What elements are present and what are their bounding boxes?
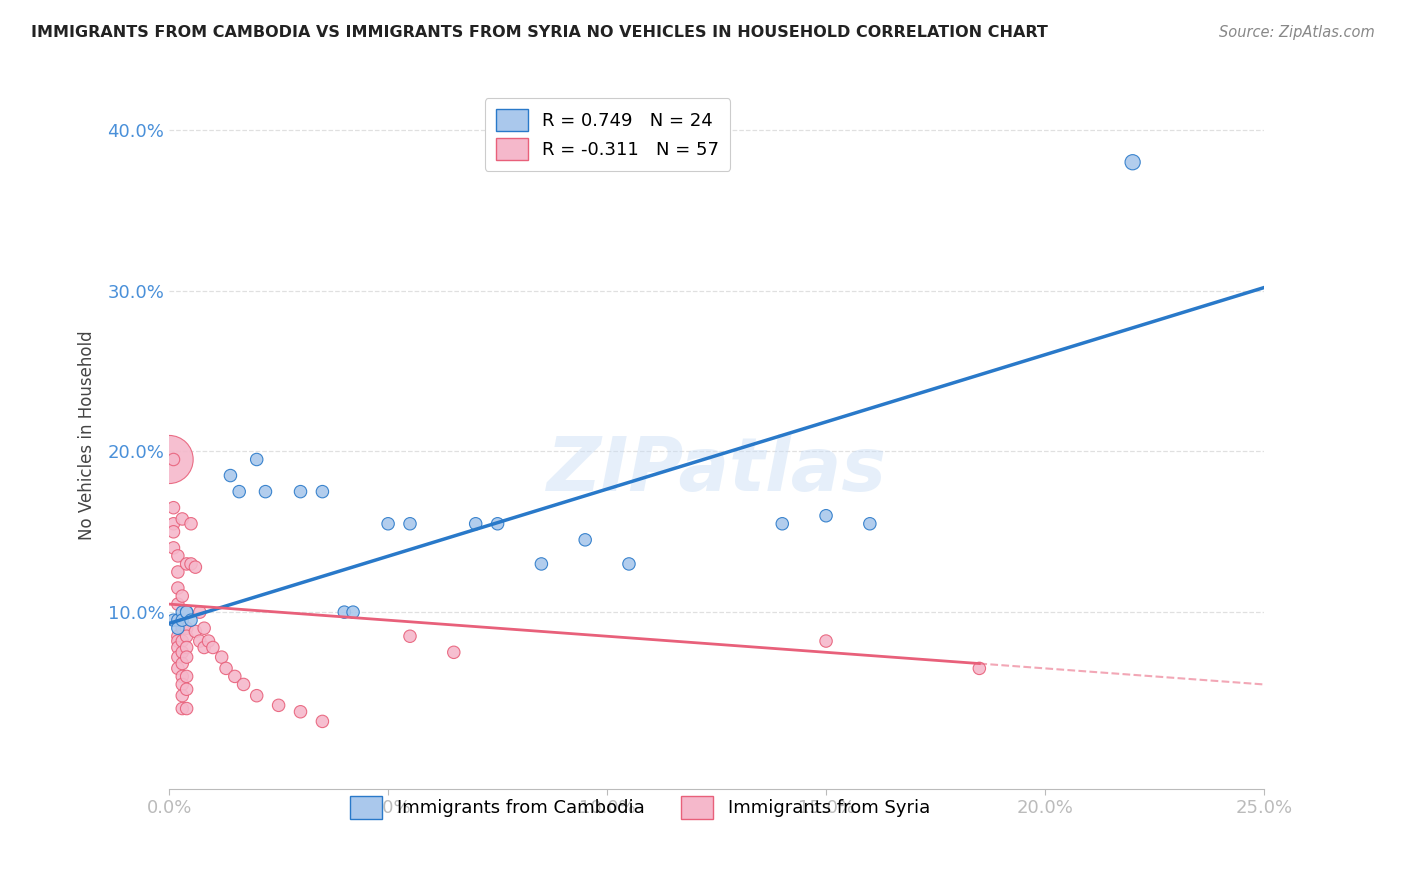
Point [184,560,207,574]
Point [188,605,211,619]
Point [1122,155,1144,169]
Point [290,484,312,499]
Point [228,484,250,499]
Point [167,634,190,648]
Point [443,645,465,659]
Point [172,605,194,619]
Point [176,605,198,619]
Point [172,621,194,635]
Point [172,589,194,603]
Point [333,605,356,619]
Point [167,613,190,627]
Point [167,621,190,635]
Point [167,565,190,579]
Point [399,629,422,643]
Point [162,541,184,555]
Point [172,613,194,627]
Point [219,468,242,483]
Point [224,669,246,683]
Point [574,533,596,547]
Point [167,640,190,655]
Point [267,698,290,713]
Point [172,657,194,671]
Point [180,613,202,627]
Point [770,516,793,531]
Y-axis label: No Vehicles in Household: No Vehicles in Household [79,331,96,541]
Point [176,682,198,697]
Point [215,661,238,675]
Point [246,452,269,467]
Text: Source: ZipAtlas.com: Source: ZipAtlas.com [1219,25,1375,40]
Point [172,689,194,703]
Point [176,621,198,635]
Point [167,661,190,675]
Point [530,557,553,571]
Point [197,634,219,648]
Point [188,634,211,648]
Text: IMMIGRANTS FROM CAMBODIA VS IMMIGRANTS FROM SYRIA NO VEHICLES IN HOUSEHOLD CORRE: IMMIGRANTS FROM CAMBODIA VS IMMIGRANTS F… [31,25,1047,40]
Point [172,701,194,715]
Point [176,557,198,571]
Point [162,613,184,627]
Point [176,629,198,643]
Point [162,452,184,467]
Point [162,516,184,531]
Point [172,613,194,627]
Point [311,484,333,499]
Point [193,640,215,655]
Point [162,524,184,539]
Point [176,669,198,683]
Point [172,677,194,691]
Point [486,516,509,531]
Point [969,661,991,675]
Point [172,645,194,659]
Point [157,452,180,467]
Point [167,581,190,595]
Point [176,640,198,655]
Legend: Immigrants from Cambodia, Immigrants from Syria: Immigrants from Cambodia, Immigrants fro… [339,786,941,830]
Point [167,629,190,643]
Point [464,516,486,531]
Point [254,484,277,499]
Point [342,605,364,619]
Point [815,508,838,523]
Point [176,701,198,715]
Point [859,516,882,531]
Point [167,597,190,611]
Point [232,677,254,691]
Point [311,714,333,729]
Point [193,621,215,635]
Point [172,634,194,648]
Point [176,605,198,619]
Point [167,549,190,563]
Point [201,640,224,655]
Point [172,669,194,683]
Point [246,689,269,703]
Point [167,650,190,665]
Text: ZIPatlas: ZIPatlas [547,434,887,508]
Point [399,516,422,531]
Point [617,557,640,571]
Point [167,613,190,627]
Point [377,516,399,531]
Point [180,557,202,571]
Point [211,650,233,665]
Point [162,500,184,515]
Point [172,512,194,526]
Point [184,624,207,639]
Point [176,650,198,665]
Point [180,516,202,531]
Point [290,705,312,719]
Point [815,634,838,648]
